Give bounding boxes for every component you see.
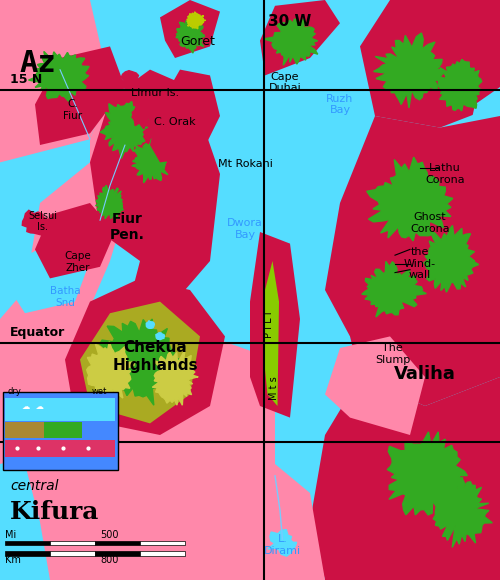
Text: P I L I: P I L I — [264, 311, 274, 338]
Text: Mt Rokani: Mt Rokani — [218, 158, 272, 169]
Polygon shape — [160, 0, 220, 58]
Text: Az: Az — [20, 49, 57, 78]
Polygon shape — [0, 87, 140, 406]
FancyBboxPatch shape — [95, 541, 140, 545]
Text: Dwora
Bay: Dwora Bay — [227, 218, 263, 240]
Text: Limur Is.: Limur Is. — [131, 88, 179, 98]
Text: 15 S: 15 S — [10, 425, 41, 438]
Text: 15 N: 15 N — [10, 73, 42, 86]
Polygon shape — [433, 477, 492, 548]
Polygon shape — [187, 12, 206, 29]
Polygon shape — [152, 111, 177, 132]
Text: Lathu
Corona: Lathu Corona — [425, 163, 465, 185]
Polygon shape — [310, 377, 500, 580]
Text: wet: wet — [92, 387, 108, 396]
Text: 30 W: 30 W — [268, 14, 312, 29]
FancyBboxPatch shape — [5, 422, 66, 438]
FancyBboxPatch shape — [5, 541, 50, 545]
Text: Chekua
Highlands: Chekua Highlands — [112, 340, 198, 373]
Polygon shape — [360, 0, 500, 128]
Polygon shape — [0, 0, 110, 162]
Text: Batha
Snd: Batha Snd — [50, 286, 80, 308]
Polygon shape — [152, 350, 198, 405]
Polygon shape — [156, 333, 164, 340]
Polygon shape — [424, 226, 478, 292]
FancyBboxPatch shape — [2, 392, 117, 470]
Text: Km: Km — [5, 554, 21, 564]
Polygon shape — [80, 302, 200, 423]
Polygon shape — [250, 232, 300, 418]
Polygon shape — [260, 0, 340, 75]
FancyBboxPatch shape — [140, 551, 185, 556]
Polygon shape — [75, 70, 220, 348]
Polygon shape — [438, 59, 482, 111]
Polygon shape — [264, 19, 318, 65]
Text: 500: 500 — [100, 530, 118, 540]
Text: Cape
Zher: Cape Zher — [64, 251, 91, 273]
Polygon shape — [325, 336, 425, 435]
Polygon shape — [210, 464, 325, 580]
Text: dry: dry — [8, 387, 22, 396]
Text: Valiha: Valiha — [394, 365, 456, 383]
Text: Mi: Mi — [5, 530, 16, 540]
Polygon shape — [460, 87, 500, 261]
Text: C.
Fiur: C. Fiur — [63, 99, 82, 121]
FancyBboxPatch shape — [44, 422, 82, 438]
Polygon shape — [132, 139, 168, 183]
Text: central: central — [10, 479, 58, 493]
Text: Equator: Equator — [10, 327, 65, 339]
FancyBboxPatch shape — [5, 551, 50, 556]
Text: Ruzh
Bay: Ruzh Bay — [326, 93, 353, 115]
Polygon shape — [96, 185, 124, 220]
Polygon shape — [35, 46, 125, 145]
Polygon shape — [132, 107, 152, 129]
Text: M t s: M t s — [269, 377, 279, 400]
Text: Goret: Goret — [180, 35, 215, 48]
Polygon shape — [366, 157, 453, 241]
Text: L.
Dirami: L. Dirami — [264, 534, 301, 556]
Text: C. Orak: C. Orak — [154, 117, 196, 127]
Polygon shape — [100, 102, 148, 158]
Text: ☁  ☁: ☁ ☁ — [22, 402, 44, 411]
Polygon shape — [28, 52, 89, 101]
Text: the
Wind-
wall: the Wind- wall — [404, 247, 436, 281]
FancyBboxPatch shape — [50, 551, 95, 556]
Polygon shape — [140, 90, 162, 109]
Polygon shape — [362, 262, 426, 317]
Polygon shape — [325, 116, 500, 406]
Polygon shape — [10, 244, 90, 313]
Polygon shape — [25, 331, 275, 580]
FancyBboxPatch shape — [5, 398, 115, 420]
Polygon shape — [176, 17, 204, 53]
FancyBboxPatch shape — [140, 541, 185, 545]
Text: The
Slump: The Slump — [375, 343, 410, 365]
Polygon shape — [65, 278, 225, 435]
Polygon shape — [268, 530, 296, 556]
Polygon shape — [0, 319, 75, 464]
Polygon shape — [264, 261, 279, 406]
Polygon shape — [35, 203, 115, 278]
FancyBboxPatch shape — [50, 541, 95, 545]
Polygon shape — [86, 342, 134, 398]
Text: 800: 800 — [100, 554, 118, 564]
Polygon shape — [388, 432, 468, 515]
Polygon shape — [100, 319, 180, 405]
Polygon shape — [120, 71, 141, 92]
Text: Fiur
Pen.: Fiur Pen. — [110, 212, 145, 242]
Polygon shape — [22, 211, 49, 235]
Polygon shape — [150, 70, 220, 162]
Polygon shape — [374, 33, 444, 108]
FancyBboxPatch shape — [5, 440, 115, 457]
Text: Cape
Duhai: Cape Duhai — [268, 71, 302, 93]
Text: Selsui
Is.: Selsui Is. — [28, 211, 57, 233]
FancyBboxPatch shape — [95, 551, 140, 556]
Text: Ghost
Corona: Ghost Corona — [410, 212, 450, 234]
Polygon shape — [146, 321, 154, 328]
Text: Kifura: Kifura — [10, 500, 100, 524]
